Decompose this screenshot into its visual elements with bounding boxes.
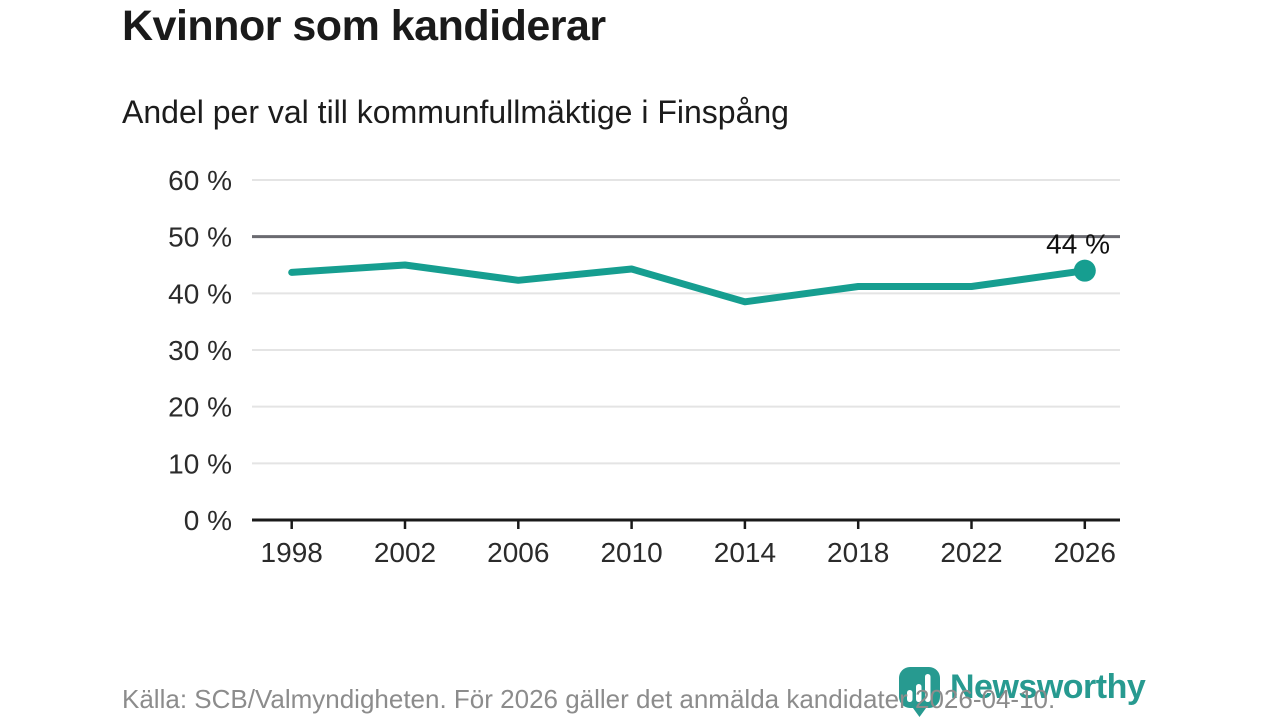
- value-annotation: 44 %: [1046, 229, 1110, 260]
- y-axis-label: 0 %: [184, 505, 232, 536]
- y-axis-label: 20 %: [168, 392, 232, 423]
- x-axis-label: 2026: [1054, 537, 1116, 568]
- line-chart: 0 % 10 % 20 % 30 % 40 % 50 % 60 % 1998 2002 2006 2…: [0, 150, 1280, 600]
- line-chart-svg: 0 % 10 % 20 % 30 % 40 % 50 % 60 % 1998 2002 2006 2…: [168, 165, 1120, 568]
- y-axis-label: 40 %: [168, 278, 232, 309]
- y-axis-label: 30 %: [168, 335, 232, 366]
- source-note: Källa: SCB/Valmyndigheten. För 2026 gäll…: [122, 684, 1056, 714]
- y-axis-label: 50 %: [168, 222, 232, 253]
- newsworthy-logo: Newsworthy: [897, 665, 1146, 720]
- bar-chart-pin-icon: [899, 667, 940, 717]
- x-axis-label: 2022: [940, 537, 1002, 568]
- x-axis-label: 1998: [261, 537, 323, 568]
- x-axis-label: 2018: [827, 537, 889, 568]
- y-axis-label: 10 %: [168, 448, 232, 479]
- x-axis-label: 2014: [714, 537, 776, 568]
- logo-wordmark: Newsworthy: [950, 668, 1146, 706]
- x-axis-label: 2002: [374, 537, 436, 568]
- data-line: [288, 261, 1089, 306]
- x-axis-label: 2010: [600, 537, 662, 568]
- y-axis-label: 60 %: [168, 165, 232, 196]
- chart-subtitle: Andel per val till kommunfullmäktige i F…: [122, 94, 789, 130]
- data-point-marker: [1073, 259, 1096, 282]
- x-axis-label: 2006: [487, 537, 549, 568]
- page-title: Kvinnor som kandiderar: [122, 2, 606, 50]
